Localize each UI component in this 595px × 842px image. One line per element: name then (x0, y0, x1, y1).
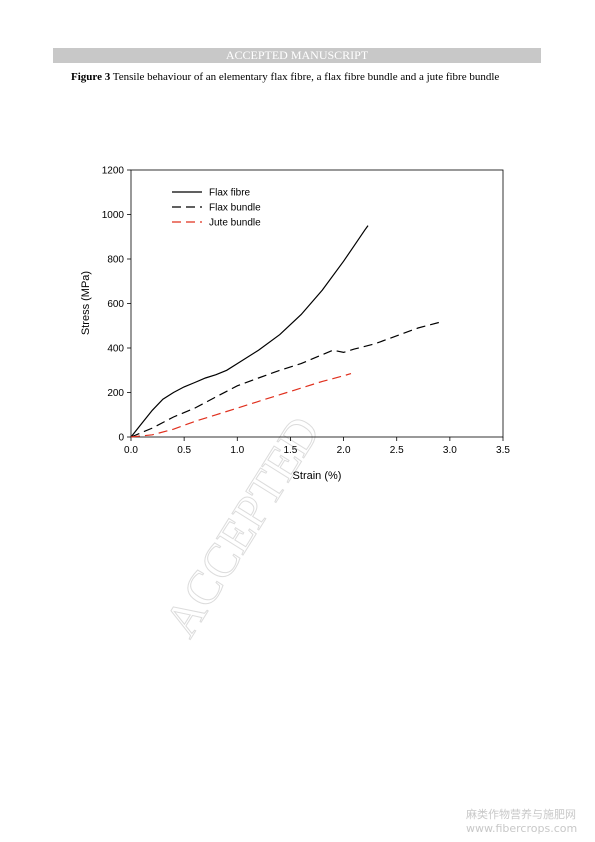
header: ACCEPTED MANUSCRIPT (53, 48, 541, 63)
caption-text: Tensile behaviour of an elementary flax … (112, 71, 500, 83)
y-tick-label: 800 (107, 255, 124, 266)
plot-frame (130, 169, 504, 438)
legend-label: Flax fibre (209, 188, 251, 199)
x-tick-label: 1.5 (283, 445, 297, 456)
series-line (130, 321, 440, 438)
x-tick-label: 3.0 (443, 445, 457, 456)
x-tick-label: 2.5 (390, 445, 404, 456)
x-tick-label: 2.0 (337, 445, 351, 456)
y-tick-label: 1000 (102, 210, 125, 221)
legend-label: Flax bundle (209, 203, 261, 214)
caption-label: Figure 3 (71, 71, 111, 83)
x-tick-label: 0.5 (177, 445, 191, 456)
series-line (130, 373, 352, 438)
y-tick-label: 400 (107, 344, 124, 355)
site-mark: 麻类作物营养与施肥网 www.fibercrops.com (466, 808, 577, 836)
x-tick-label: 0.0 (124, 445, 138, 456)
legend-label: Jute bundle (209, 218, 261, 229)
x-axis-label: Strain (%) (293, 470, 342, 482)
y-axis-label: Stress (MPa) (80, 271, 92, 335)
watermark: ACCEPTED (154, 407, 330, 645)
y-tick-label: 200 (107, 388, 124, 399)
site-url: www.fibercrops.com (466, 822, 578, 835)
y-tick-label: 1200 (102, 166, 125, 177)
x-tick-label: 3.5 (496, 445, 510, 456)
caption: Figure 3 Tensile behaviour of an element… (71, 71, 521, 84)
y-tick-label: 600 (107, 299, 124, 310)
x-tick-label: 1.0 (230, 445, 244, 456)
site-name: 麻类作物营养与施肥网 (466, 808, 576, 821)
series-line (130, 225, 369, 438)
y-tick-label: 0 (118, 433, 124, 444)
